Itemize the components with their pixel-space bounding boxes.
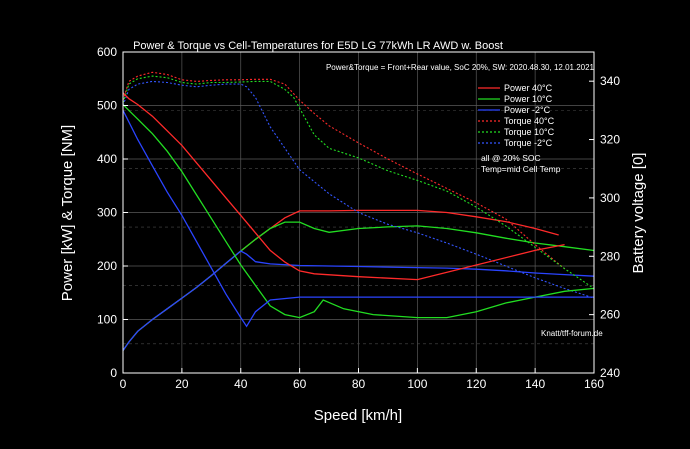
x-tick-label: 120 — [466, 377, 486, 391]
x-tick-label: 60 — [293, 377, 307, 391]
chart-subtitle: Power&Torque = Front+Rear value, SoC 20%… — [326, 63, 595, 72]
y-tick-label: 0 — [110, 366, 117, 380]
y2-tick-label: 280 — [600, 249, 620, 263]
series-line-4 — [122, 75, 595, 289]
series-line-8 — [122, 110, 594, 328]
y-tick-label: 300 — [97, 206, 117, 220]
x-tick-label: 40 — [234, 377, 248, 391]
x-axis-label: Speed [km/h] — [314, 407, 402, 424]
legend-entry: Power 10°C — [504, 94, 553, 104]
y2-tick-label: 340 — [600, 74, 620, 88]
chart-title: Power & Torque vs Cell-Temperatures for … — [133, 40, 503, 52]
y-tick-label: 100 — [97, 313, 117, 327]
x-tick-label: 80 — [352, 377, 366, 391]
legend-entry: Torque 10°C — [504, 127, 555, 137]
y-tick-label: 600 — [97, 45, 117, 59]
x-tick-label: 140 — [525, 377, 545, 391]
y2-tick-label: 300 — [600, 191, 620, 205]
series-line-5 — [122, 80, 595, 299]
series-line-7 — [122, 104, 595, 319]
legend-note-soc: all @ 20% SOC — [481, 153, 541, 163]
legend-entry: Power 40°C — [504, 83, 553, 93]
legend-note-temp: Temp=mid Cell Temp — [481, 164, 561, 174]
y2-tick-label: 240 — [600, 366, 620, 380]
y-axis-label: Power [kW] & Torque [NM] — [59, 125, 76, 301]
credit-text: Knatt/tff-forum.de — [541, 329, 603, 338]
series-layer — [122, 71, 595, 351]
grid — [123, 52, 594, 373]
legend-entry: Torque 40°C — [504, 116, 555, 126]
y-tick-label: 400 — [97, 152, 117, 166]
y2-tick-label: 320 — [600, 133, 620, 147]
y-tick-label: 500 — [97, 99, 117, 113]
x-tick-label: 0 — [120, 377, 127, 391]
legend-entry: Torque -2°C — [504, 138, 553, 148]
x-tick-label: 160 — [584, 377, 604, 391]
legend-entry: Power -2°C — [504, 105, 551, 115]
x-tick-label: 100 — [407, 377, 427, 391]
series-line-2 — [122, 250, 595, 351]
y2-tick-label: 260 — [600, 308, 620, 322]
ticks: 0 20 40 60 80 100 120 140 160 0 100 200 300 400 500 600… — [97, 45, 620, 391]
series-line-6 — [122, 92, 565, 281]
y2-axis-label: Battery voltage [0] — [630, 153, 647, 274]
y-tick-label: 200 — [97, 259, 117, 273]
series-line-3 — [122, 71, 565, 270]
x-tick-label: 20 — [175, 377, 189, 391]
